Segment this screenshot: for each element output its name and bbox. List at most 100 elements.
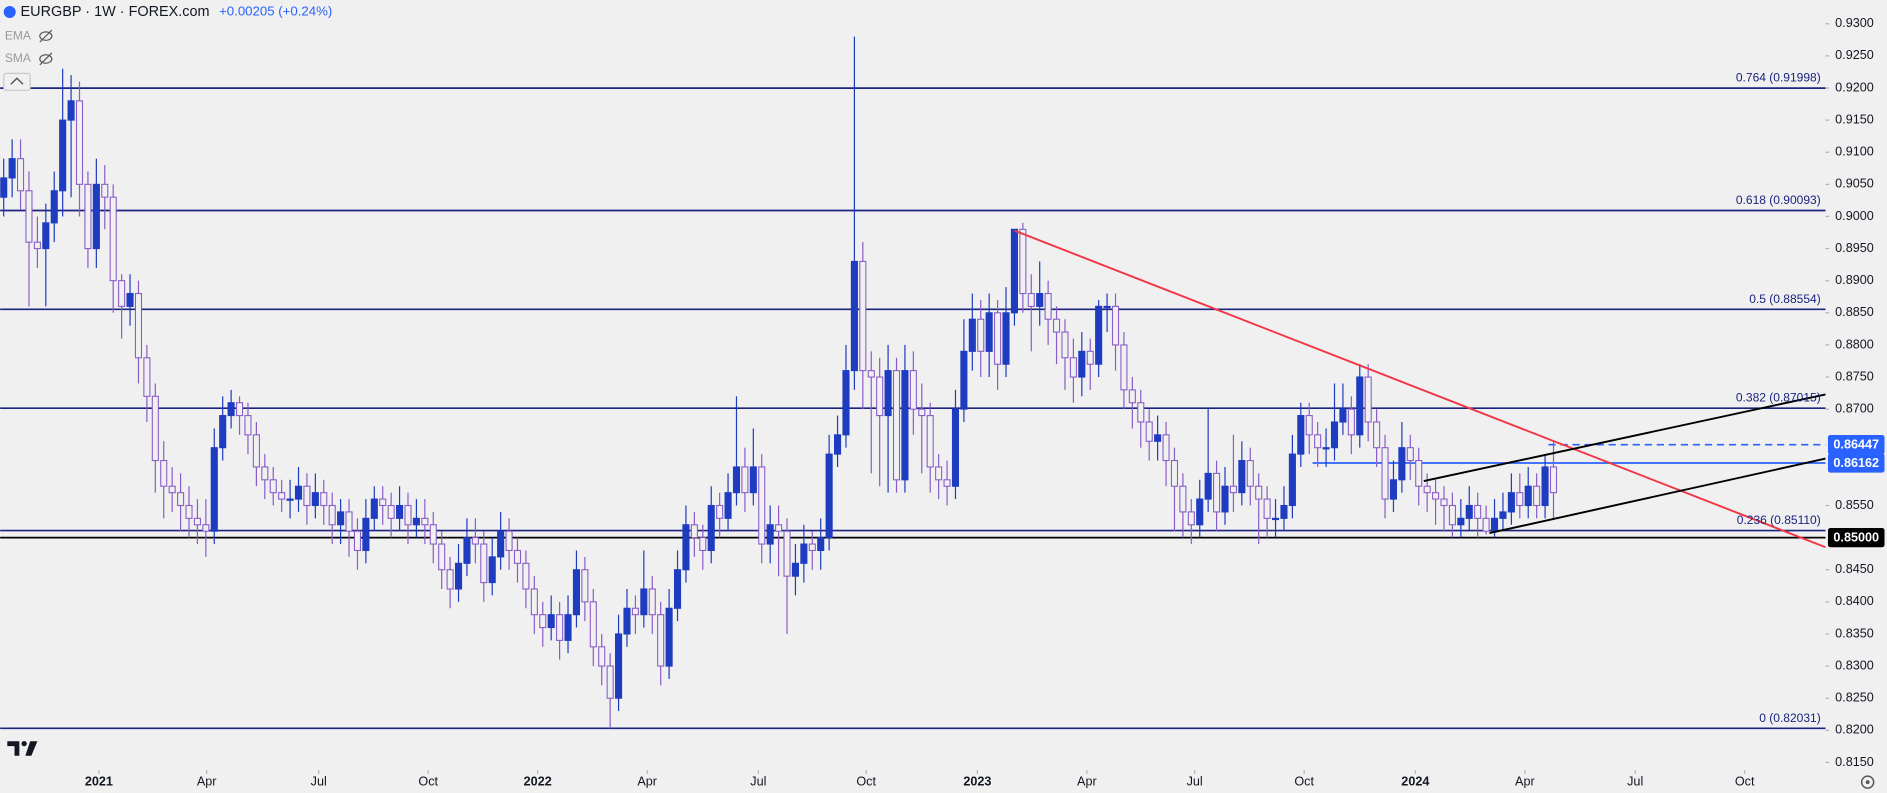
candle-body <box>1533 485 1541 507</box>
candle-body <box>699 537 707 552</box>
candle-body <box>901 370 909 481</box>
candle-body <box>1549 466 1558 494</box>
candle-body <box>749 466 757 494</box>
symbol-title[interactable]: EURGBP · 1W · FOREX.com <box>21 4 210 20</box>
collapse-chevron <box>10 77 24 85</box>
candle-body <box>657 614 665 667</box>
candle-body <box>92 183 100 250</box>
candle-body <box>1364 376 1372 423</box>
fib-level-label: 0.5 (0.88554) <box>1749 292 1820 306</box>
fib-level-label: 0.764 (0.91998) <box>1736 71 1821 85</box>
y-tick-label: 0.8950 <box>1835 241 1874 255</box>
candle-body <box>42 222 50 250</box>
candle-body <box>522 562 530 590</box>
candle-body <box>412 517 420 526</box>
candle-body <box>463 537 471 564</box>
price-badge <box>1827 435 1885 455</box>
candle-body <box>1103 305 1111 309</box>
x-tick-label: Oct <box>856 775 876 789</box>
candle-body <box>1330 421 1339 449</box>
candle-body <box>1314 434 1322 449</box>
candle-body <box>1111 305 1120 346</box>
candle-body <box>328 504 336 526</box>
candle-body <box>1381 447 1389 500</box>
x-tick-label: 2022 <box>524 775 552 789</box>
symbol-icon[interactable] <box>3 6 16 19</box>
collapse-button[interactable] <box>3 72 31 91</box>
y-tick-label: 0.8800 <box>1835 337 1874 351</box>
candle-body <box>892 370 901 481</box>
candle-body <box>1078 350 1086 378</box>
candle-body <box>564 614 572 641</box>
candle-body <box>1415 459 1423 487</box>
candle-body <box>1499 511 1507 519</box>
candle-body <box>109 196 117 282</box>
candle-body <box>1297 415 1305 455</box>
y-tick-label: 0.8300 <box>1835 658 1874 672</box>
candle-body <box>1052 318 1061 333</box>
candle-body <box>581 569 589 603</box>
candle-body <box>766 524 774 545</box>
candle-body <box>370 498 378 519</box>
trendline <box>1014 229 1826 549</box>
x-tick-label: Apr <box>1077 775 1097 789</box>
candle-body <box>994 312 1002 365</box>
candle-body <box>1069 357 1077 378</box>
indicator-name[interactable]: EMA <box>5 28 31 42</box>
candle-body <box>716 504 724 519</box>
candle-body <box>1170 459 1179 487</box>
tradingview-logo <box>7 741 38 756</box>
candle-body <box>1406 447 1414 462</box>
candle-body <box>1255 485 1263 500</box>
candle-body <box>1044 292 1052 320</box>
candle-body <box>783 530 791 577</box>
candle-body <box>387 504 395 519</box>
settings-center <box>1865 780 1870 785</box>
candle-body <box>530 588 538 616</box>
y-tick-label: 0.8450 <box>1835 562 1874 576</box>
x-tick-label: Apr <box>637 775 657 789</box>
candle-body <box>1398 447 1406 481</box>
candle-body <box>732 466 741 494</box>
y-tick-label: 0.9000 <box>1835 209 1874 223</box>
candle-body <box>1373 421 1381 449</box>
candle-body <box>396 504 404 519</box>
y-tick-label: 0.8900 <box>1835 273 1874 287</box>
candle-body <box>235 402 244 417</box>
candle-body <box>640 588 648 616</box>
fib-level-label: 0.236 (0.85110) <box>1737 513 1821 527</box>
candle-body <box>1137 402 1145 423</box>
candle-body <box>673 569 682 609</box>
candle-body <box>244 415 252 436</box>
candle-body <box>825 453 833 539</box>
candle-body <box>118 280 126 307</box>
candle-body <box>160 459 168 487</box>
candle-body <box>1322 447 1330 450</box>
candle-body <box>1541 466 1549 507</box>
candle-body <box>1120 344 1128 391</box>
candle-body <box>556 614 564 641</box>
candle-body <box>1465 504 1473 519</box>
y-tick-label: 0.8250 <box>1835 691 1874 705</box>
fib-level-label: 0.382 (0.87015) <box>1736 391 1821 405</box>
y-tick-label: 0.9300 <box>1835 16 1874 30</box>
visibility-icon[interactable] <box>39 31 53 41</box>
symbol-header: EURGBP · 1W · FOREX.com +0.00205 (+0.24%… <box>3 4 332 91</box>
x-tick-label: Oct <box>418 775 438 789</box>
candle-body <box>867 370 875 378</box>
candle-body <box>598 646 606 667</box>
candle-body <box>454 562 463 590</box>
candle-body <box>775 524 783 532</box>
candle-body <box>353 530 362 552</box>
candle-body <box>303 485 311 507</box>
candle-body <box>1196 498 1204 526</box>
candle-body <box>1061 331 1069 359</box>
candle-body <box>935 466 943 481</box>
candle-body <box>143 357 151 397</box>
settings-icon[interactable] <box>1860 775 1875 789</box>
visibility-icon[interactable] <box>39 54 53 64</box>
candle-body <box>278 492 286 500</box>
indicator-name[interactable]: SMA <box>5 51 31 65</box>
candle-body <box>1002 312 1010 365</box>
candle-body <box>1457 517 1465 526</box>
